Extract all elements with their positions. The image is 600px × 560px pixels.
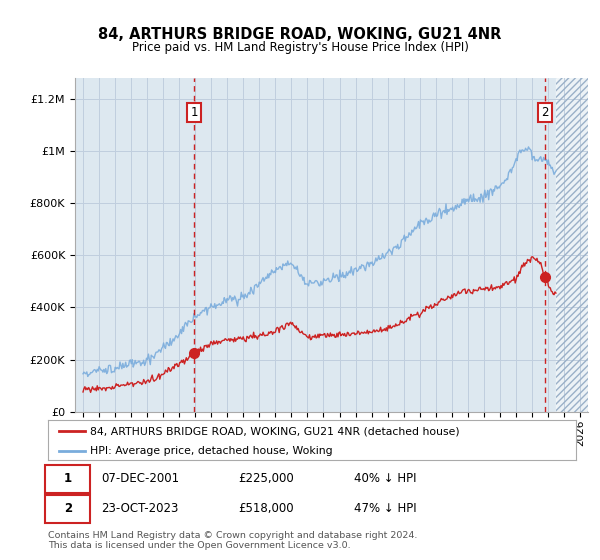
- Text: HPI: Average price, detached house, Woking: HPI: Average price, detached house, Woki…: [90, 446, 333, 456]
- Text: 07-DEC-2001: 07-DEC-2001: [101, 473, 179, 486]
- Text: 84, ARTHURS BRIDGE ROAD, WOKING, GU21 4NR: 84, ARTHURS BRIDGE ROAD, WOKING, GU21 4N…: [98, 27, 502, 42]
- Text: 2: 2: [541, 106, 548, 119]
- Text: This data is licensed under the Open Government Licence v3.0.: This data is licensed under the Open Gov…: [48, 541, 350, 550]
- Text: £518,000: £518,000: [238, 502, 294, 516]
- Text: 40% ↓ HPI: 40% ↓ HPI: [354, 473, 417, 486]
- Text: £225,000: £225,000: [238, 473, 294, 486]
- Bar: [556, 78, 588, 412]
- Text: Price paid vs. HM Land Registry's House Price Index (HPI): Price paid vs. HM Land Registry's House …: [131, 40, 469, 54]
- Text: 47% ↓ HPI: 47% ↓ HPI: [354, 502, 417, 516]
- Bar: [556, 78, 588, 412]
- FancyBboxPatch shape: [46, 465, 90, 493]
- Text: Contains HM Land Registry data © Crown copyright and database right 2024.: Contains HM Land Registry data © Crown c…: [48, 531, 418, 540]
- Text: 1: 1: [190, 106, 198, 119]
- Text: 23-OCT-2023: 23-OCT-2023: [101, 502, 178, 516]
- Text: 84, ARTHURS BRIDGE ROAD, WOKING, GU21 4NR (detached house): 84, ARTHURS BRIDGE ROAD, WOKING, GU21 4N…: [90, 426, 460, 436]
- Text: 2: 2: [64, 502, 72, 516]
- Text: 1: 1: [64, 473, 72, 486]
- FancyBboxPatch shape: [46, 496, 90, 522]
